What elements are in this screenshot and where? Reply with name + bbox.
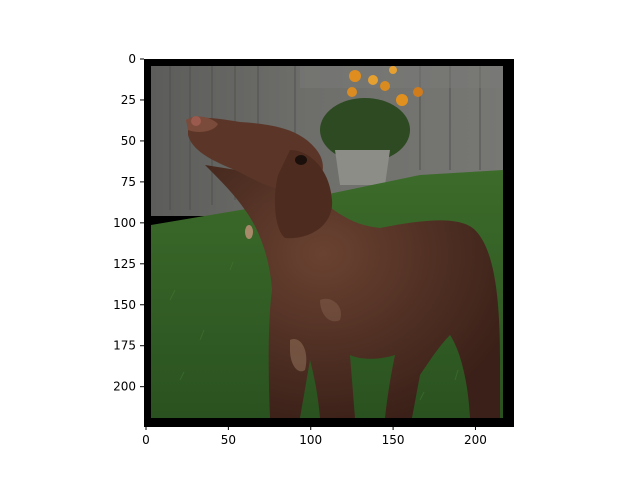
flower-plant (320, 66, 423, 185)
dog-photo (144, 59, 514, 427)
y-tick-label: 100 (113, 216, 136, 230)
x-tick-label: 200 (464, 433, 487, 447)
y-tick-label: 75 (121, 175, 136, 189)
x-tick-label: 0 (142, 433, 150, 447)
x-tick-label: 50 (221, 433, 236, 447)
y-tick-label: 175 (113, 339, 136, 353)
y-tick-label: 0 (128, 52, 136, 66)
x-axis: 0 50 100 150 200 (142, 426, 487, 447)
y-tick-label: 125 (113, 257, 136, 271)
x-tick-label: 150 (382, 433, 405, 447)
x-tick-label: 100 (299, 433, 322, 447)
y-tick-label: 200 (113, 380, 136, 394)
y-tick-label: 25 (121, 93, 136, 107)
y-tick-label: 150 (113, 298, 136, 312)
y-tick-label: 50 (121, 134, 136, 148)
dog (186, 116, 500, 418)
y-axis: 0 25 50 75 100 125 150 175 200 (113, 52, 144, 394)
axes-frame (144, 59, 514, 427)
